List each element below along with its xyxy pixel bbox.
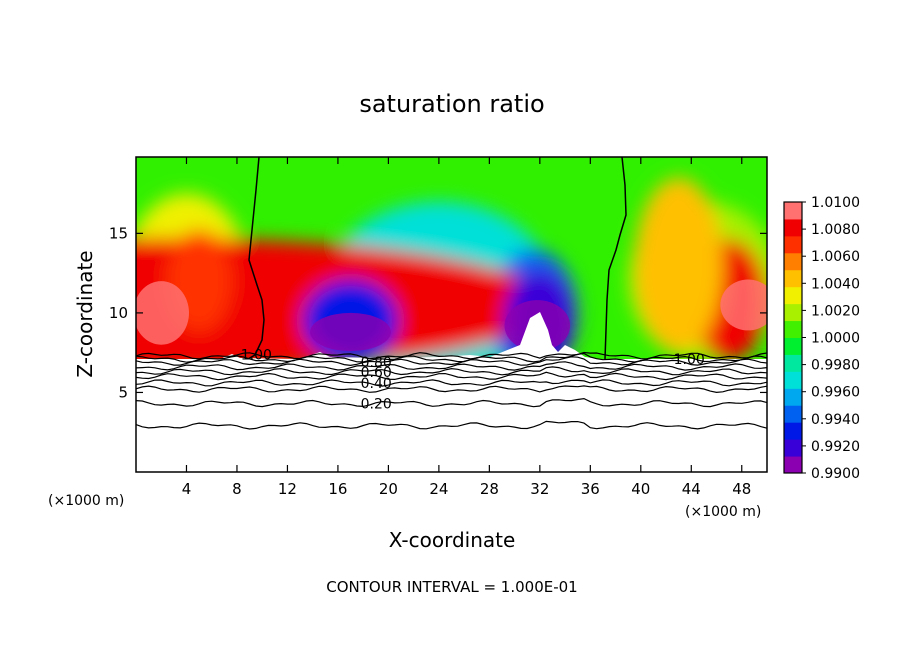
colorbar-swatch bbox=[784, 439, 802, 457]
colorbar-swatch bbox=[784, 303, 802, 322]
contour-line bbox=[135, 371, 768, 381]
colorbar-swatch bbox=[784, 337, 802, 355]
x-tick-label: 8 bbox=[232, 480, 242, 498]
colorbar-label: 1.0020 bbox=[811, 303, 860, 319]
colorbar-label: 1.0100 bbox=[811, 195, 860, 211]
field-core bbox=[310, 312, 391, 352]
colorbar-swatch bbox=[784, 202, 802, 220]
colorbar-label: 0.9940 bbox=[811, 412, 860, 428]
x-tick-label: 44 bbox=[682, 480, 701, 498]
colorbar-swatch bbox=[784, 371, 802, 389]
colorbar-label: 0.9900 bbox=[811, 466, 860, 482]
plot-area: 1.00 1.000.800.600.400.20 4 8 12 16 20 24 28 32 3… bbox=[109, 156, 768, 498]
field-core bbox=[136, 281, 189, 345]
x-tick-label: 24 bbox=[429, 480, 448, 498]
colorbar-swatch bbox=[784, 320, 802, 338]
x-unit-label-right: (×1000 m) bbox=[685, 504, 761, 520]
colorbar-label: 0.9960 bbox=[811, 385, 860, 401]
x-tick-label: 12 bbox=[278, 480, 297, 498]
colorbar: 1.0100 1.0080 1.0060 1.0040 1.0020 1.0000 0.99… bbox=[783, 195, 860, 482]
contour-interval-note: CONTOUR INTERVAL = 1.000E-01 bbox=[326, 578, 577, 596]
x-tick-label: 16 bbox=[328, 480, 347, 498]
contour-label: 1.00 bbox=[241, 347, 272, 363]
colorbar-swatch bbox=[784, 218, 802, 237]
contour-line bbox=[135, 397, 768, 408]
colorbar-swatch bbox=[784, 269, 802, 288]
colorbar-swatch bbox=[784, 456, 802, 474]
contour-line bbox=[135, 379, 768, 387]
colorbar-label: 0.9920 bbox=[811, 439, 860, 455]
x-tick-label: 28 bbox=[480, 480, 499, 498]
y-tick-label: 5 bbox=[118, 383, 128, 401]
x-tick-label: 20 bbox=[379, 480, 398, 498]
contour-line bbox=[135, 356, 768, 367]
y-tick-label: 10 bbox=[109, 304, 128, 322]
contour-label: 0.60 bbox=[361, 365, 392, 381]
colorbar-swatch bbox=[784, 388, 802, 406]
contour-line bbox=[135, 352, 768, 363]
colorbar-label: 1.0080 bbox=[811, 222, 860, 238]
x-tick-label: 48 bbox=[732, 480, 751, 498]
chart-title: saturation ratio bbox=[359, 90, 544, 118]
contour-line bbox=[135, 420, 768, 430]
colorbar-label: 1.0000 bbox=[811, 331, 860, 347]
contour-line-one-right bbox=[604, 156, 627, 360]
x-tick-label: 32 bbox=[530, 480, 549, 498]
contour-line bbox=[135, 366, 768, 376]
x-tick-label: 36 bbox=[581, 480, 600, 498]
contour-label: 0.80 bbox=[361, 355, 392, 371]
x-tick-label: 4 bbox=[182, 480, 192, 498]
y-axis-ticks: 5 10 15 bbox=[109, 224, 767, 401]
contour-label: 0.40 bbox=[361, 376, 392, 392]
x-axis-ticks: 4 8 12 16 20 24 28 32 36 40 44 48 bbox=[182, 157, 751, 498]
colorbar-swatch bbox=[784, 286, 802, 305]
field-region bbox=[634, 177, 723, 353]
x-tick-label: 40 bbox=[631, 480, 650, 498]
x-unit-label-left: (×1000 m) bbox=[48, 493, 124, 509]
contour-label: 0.20 bbox=[361, 397, 392, 413]
y-axis-label: Z-coordinate bbox=[73, 250, 97, 377]
contour-line-one-left bbox=[247, 156, 265, 360]
contour-line bbox=[135, 385, 768, 394]
colorbar-label: 1.0060 bbox=[811, 249, 860, 265]
contour-line bbox=[135, 361, 768, 371]
colorbar-label: 1.0040 bbox=[811, 276, 860, 292]
colorbar-swatch bbox=[784, 422, 802, 440]
contour-line bbox=[135, 351, 768, 360]
colorbar-swatch bbox=[784, 405, 802, 423]
colorbar-swatch bbox=[784, 354, 802, 372]
x-axis-label: X-coordinate bbox=[389, 528, 516, 552]
colorbar-label: 0.9980 bbox=[811, 358, 860, 374]
plot-frame bbox=[135, 156, 768, 473]
contour-lines bbox=[135, 351, 768, 430]
y-tick-label: 15 bbox=[109, 224, 128, 242]
colorbar-swatch bbox=[784, 235, 802, 254]
contour-label: 1.00 bbox=[674, 352, 705, 368]
colorbar-swatch bbox=[784, 252, 802, 271]
field-core bbox=[720, 279, 767, 331]
contour-labels: 1.00 1.00 0.800.600.40 0.20 bbox=[241, 347, 705, 412]
